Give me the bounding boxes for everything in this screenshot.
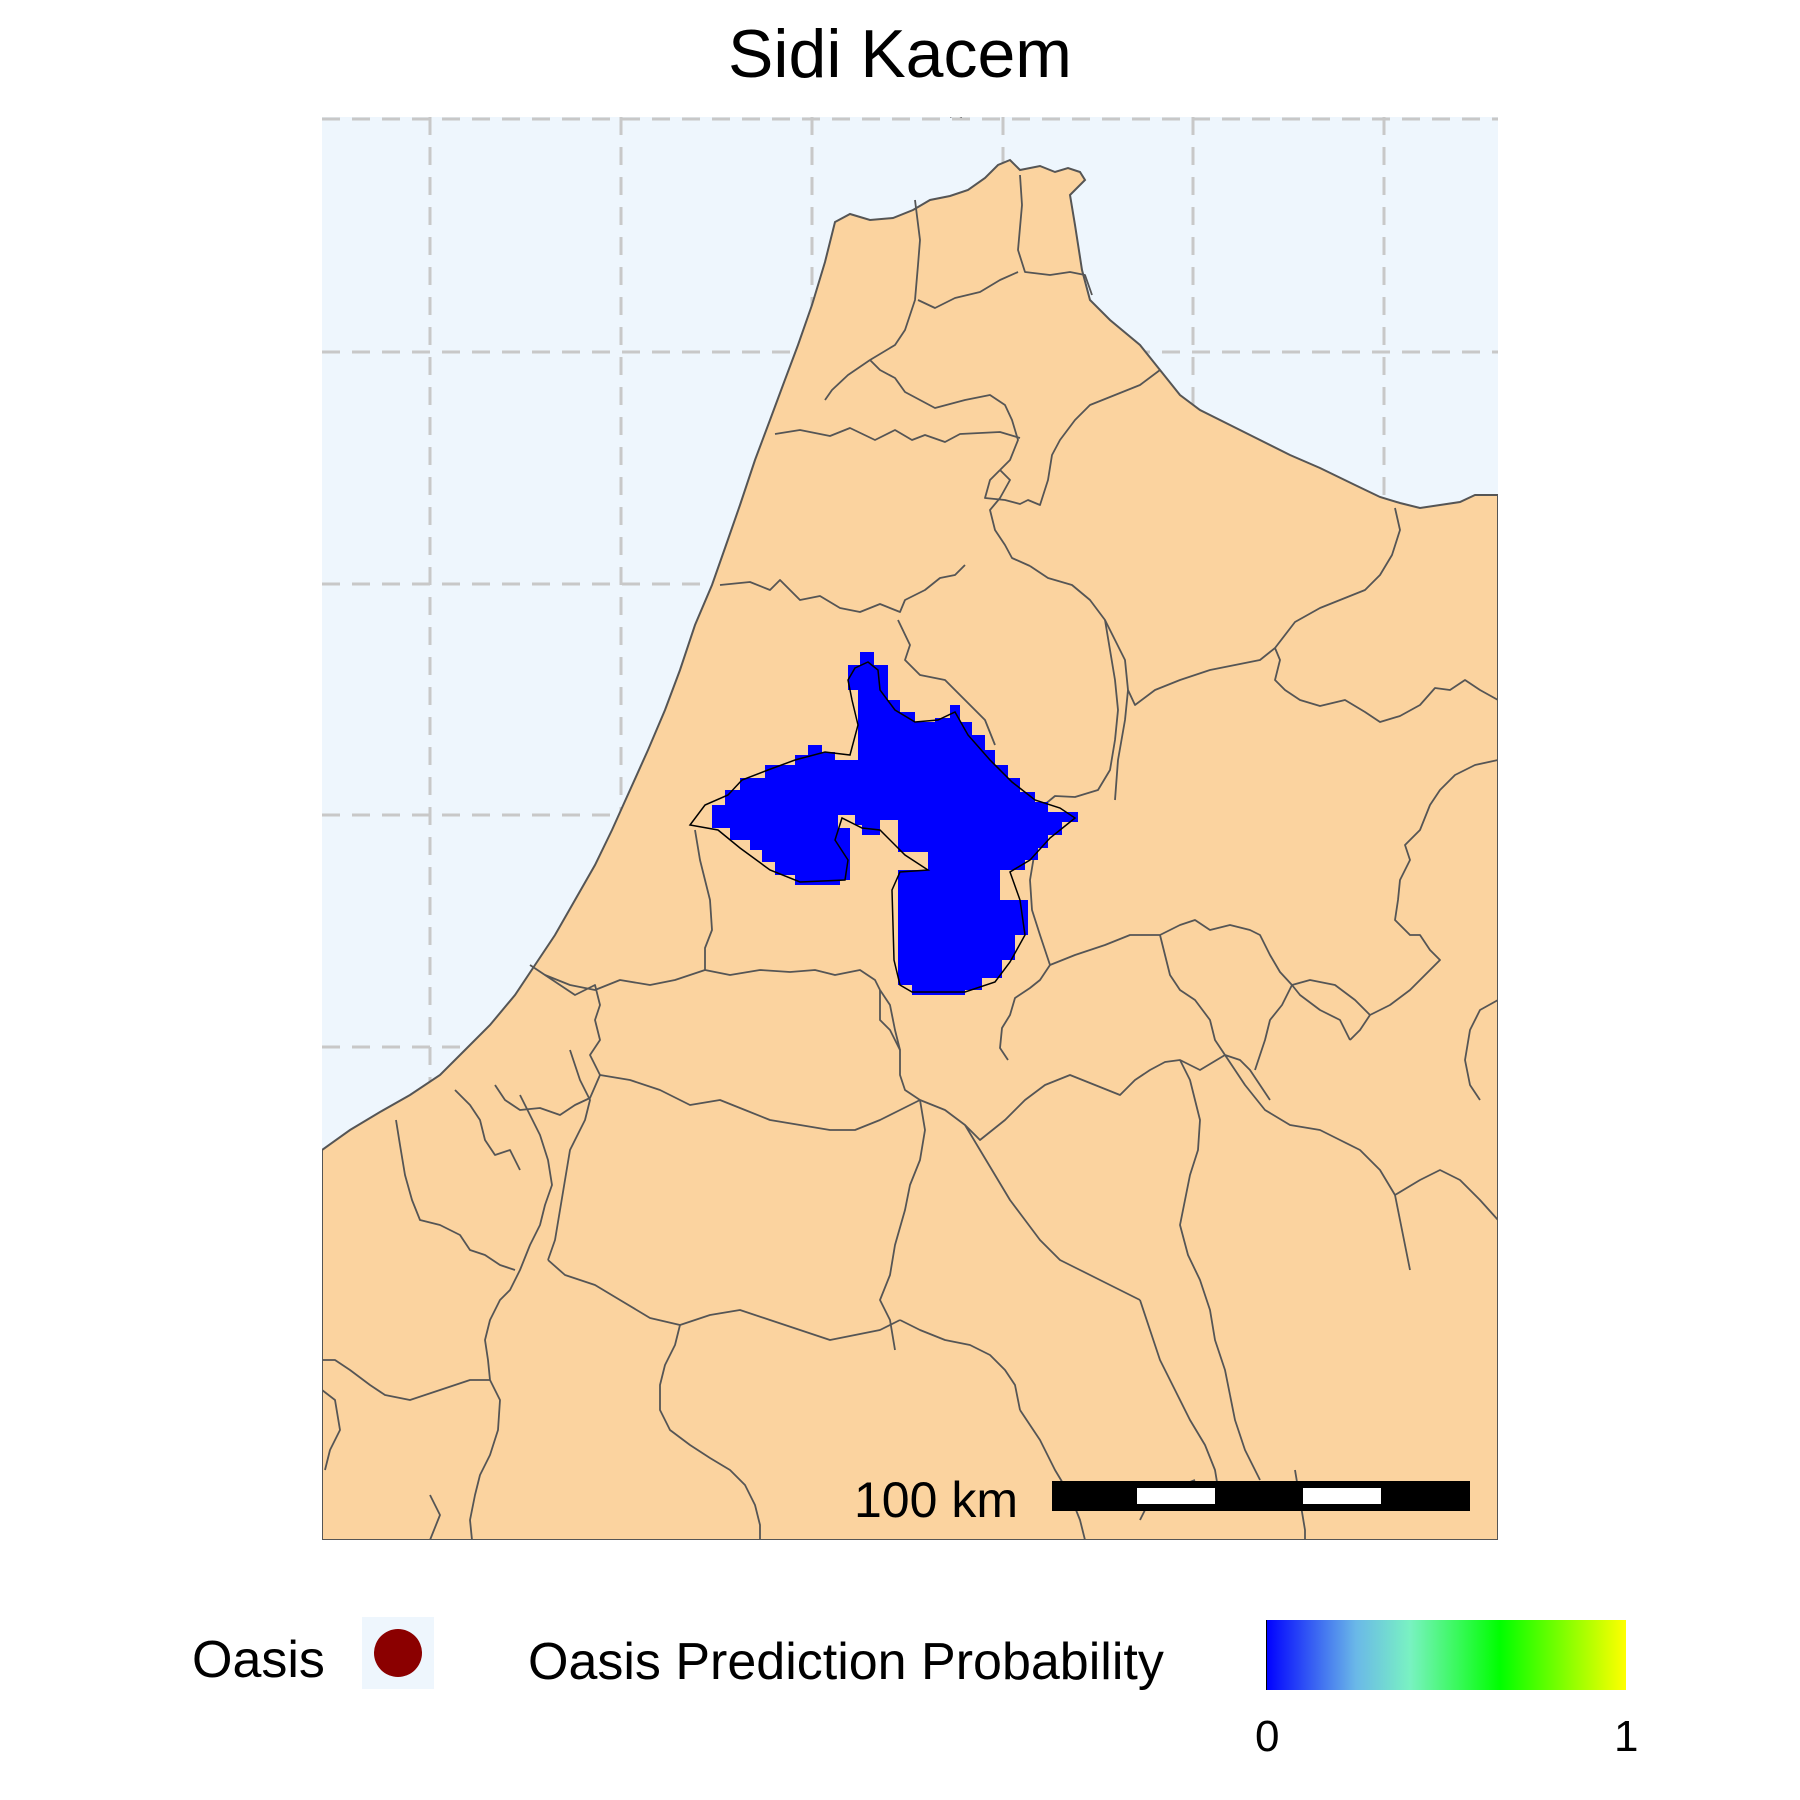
scale-bar (1052, 1481, 1470, 1511)
prediction-area (712, 652, 1078, 995)
oasis-point-icon (374, 1629, 422, 1677)
map-title: Sidi Kacem (728, 16, 1072, 92)
probability-colorbar (1266, 1620, 1626, 1690)
colorbar-max-label: 1 (1614, 1712, 1639, 1761)
legend-oasis-label: Oasis (192, 1631, 325, 1689)
scale-bar-label: 100 km (854, 1472, 1018, 1528)
admin-boundaries (322, 174, 1498, 1540)
legend-probability-label: Oasis Prediction Probability (528, 1633, 1164, 1691)
legend-oasis-key (362, 1617, 434, 1689)
colorbar-min-label: 0 (1255, 1712, 1280, 1761)
prediction-outline (688, 661, 1077, 993)
coastline-tip (950, 117, 962, 118)
